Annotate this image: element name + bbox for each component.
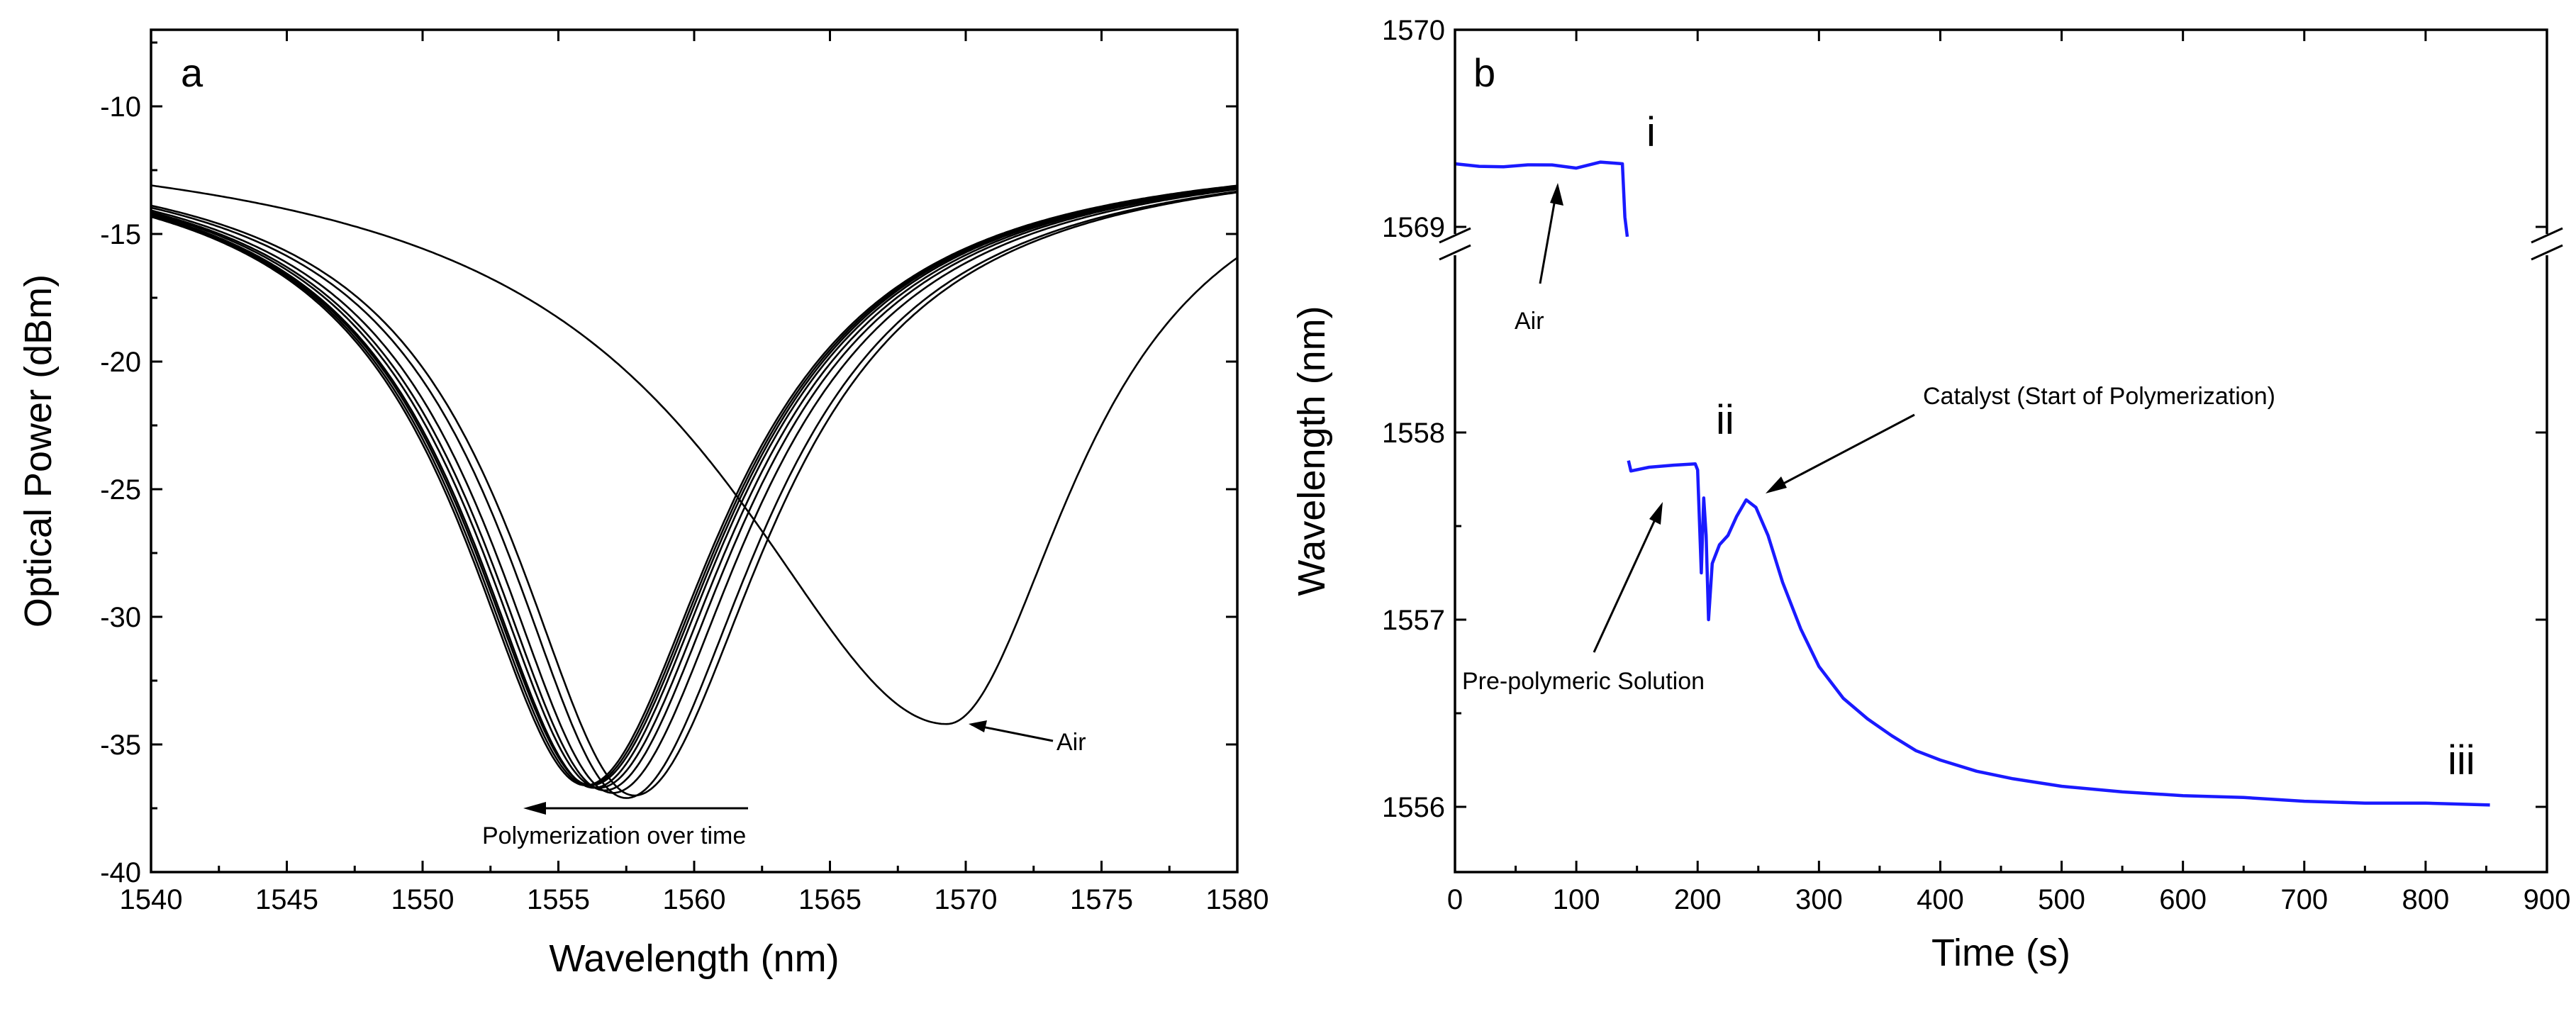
panel-a-x-ticks: 1540 1545 1550 1555 1560 1565 1570 1575 1580 xyxy=(120,30,1269,915)
panel-b-y-tick-label: 1570 xyxy=(1382,15,1445,46)
panel-b-wavelength-line xyxy=(1454,160,2490,807)
panel-b-stage-i: i xyxy=(1646,109,1656,155)
panel-b: 0 100 200 300 400 500 600 700 800 900 15561557155… xyxy=(1290,15,2570,974)
panel-a: 1540 1545 1550 1555 1560 1565 1570 1575 1580 -40… xyxy=(17,28,1269,980)
panel-b-x-tick-label: 0 xyxy=(1447,884,1463,915)
panel-a-x-tick-label: 1540 xyxy=(120,884,183,915)
panel-b-x-tick-label: 200 xyxy=(1674,884,1722,915)
panel-a-polymerization-annotation: Polymerization over time xyxy=(482,822,746,849)
panel-a-x-tick-label: 1550 xyxy=(391,884,455,915)
panel-b-x-tick-label: 300 xyxy=(1795,884,1843,915)
panel-a-y-tick-label: -15 xyxy=(100,219,141,250)
panel-a-series-t2 xyxy=(150,188,1238,794)
panel-a-y-tick-label: -35 xyxy=(100,730,141,761)
panel-a-x-tick-label: 1575 xyxy=(1070,884,1133,915)
panel-b-pre-polymeric-arrowhead xyxy=(1649,502,1663,525)
panel-a-polymerization-arrowhead xyxy=(523,802,546,815)
panel-a-x-tick-label: 1545 xyxy=(255,884,318,915)
panel-b-y-axis-label: Wavelength (nm) xyxy=(1290,306,1333,596)
panel-b-x-tick-label: 500 xyxy=(2038,884,2085,915)
panel-a-series-air xyxy=(150,184,1238,725)
panel-b-x-ticks: 0 100 200 300 400 500 600 700 800 900 xyxy=(1447,30,2571,915)
panel-b-left-break-slash-2 xyxy=(1439,244,1471,261)
panel-a-y-tick-label: -40 xyxy=(100,857,141,888)
panel-b-y-tick-label: 1556 xyxy=(1382,792,1445,823)
panel-a-x-tick-label: 1565 xyxy=(798,884,862,915)
panel-b-air-arrow-line xyxy=(1539,191,1558,284)
panel-a-y-tick-label: -20 xyxy=(100,347,141,378)
panel-b-x-tick-label: 600 xyxy=(2159,884,2207,915)
panel-a-y-axis-label: Optical Power (dBm) xyxy=(17,274,60,627)
panel-b-stage-ii: ii xyxy=(1716,397,1734,443)
panel-b-x-tick-label: 800 xyxy=(2402,884,2450,915)
panel-b-x-axis-label: Time (s) xyxy=(1931,932,2070,974)
panel-b-left-break-slash-1 xyxy=(1439,227,1471,244)
panel-b-stage-iii: iii xyxy=(2448,737,2475,783)
panel-b-y-tick-label: 1569 xyxy=(1382,212,1445,243)
panel-b-label: b xyxy=(1473,50,1495,95)
panel-a-label: a xyxy=(181,50,203,95)
panel-a-series-t1 xyxy=(150,190,1238,799)
panel-a-x-tick-label: 1555 xyxy=(527,884,590,915)
panel-a-x-tick-label: 1580 xyxy=(1206,884,1269,915)
panel-b-right-break-slash-1 xyxy=(2531,227,2563,244)
panel-b-air-arrowhead xyxy=(1550,183,1563,206)
panel-b-catalyst-annotation: Catalyst (Start of Polymerization) xyxy=(1923,383,2275,410)
panel-a-series-t4 xyxy=(150,186,1238,789)
panel-b-y-tick-label: 1558 xyxy=(1382,418,1445,449)
panel-a-series-t7 xyxy=(150,184,1238,786)
panel-b-catalyst-arrow-line xyxy=(1772,413,1915,491)
panel-a-air-annotation: Air xyxy=(1056,729,1086,756)
panel-b-x-tick-label: 900 xyxy=(2524,884,2571,915)
panel-b-x-tick-label: 400 xyxy=(1917,884,1964,915)
panel-a-air-arrowhead xyxy=(969,720,987,732)
panel-a-series xyxy=(150,184,1238,799)
panel-a-y-tick-label: -25 xyxy=(100,474,141,506)
panel-b-pre-polymeric-annotation: Pre-polymeric Solution xyxy=(1462,668,1705,695)
panel-a-series-t6 xyxy=(150,185,1238,786)
panel-a-x-tick-label: 1560 xyxy=(663,884,726,915)
panel-b-right-break-slash-2 xyxy=(2531,244,2563,261)
panel-a-series-t8 xyxy=(150,184,1238,786)
panel-a-series-t5 xyxy=(150,186,1238,789)
panel-a-series-pre-polymeric xyxy=(150,191,1238,797)
panel-b-catalyst-arrowhead xyxy=(1766,476,1787,493)
panel-a-y-tick-label: -10 xyxy=(100,91,141,123)
panel-b-air-annotation: Air xyxy=(1515,308,1544,335)
panel-b-y-ticks: 1556 1557 1558 1569 1570 xyxy=(1382,15,2547,823)
panel-a-y-tick-label: -30 xyxy=(100,602,141,633)
panel-a-y-ticks: -40 -35 -30 -25 -20 -15 -10 xyxy=(100,41,1237,888)
panel-a-x-tick-label: 1570 xyxy=(935,884,998,915)
panel-b-pre-polymeric-arrow-line xyxy=(1593,510,1661,653)
panel-b-x-tick-label: 700 xyxy=(2280,884,2328,915)
panel-a-x-axis-label: Wavelength (nm) xyxy=(549,937,839,980)
panel-a-series-t3 xyxy=(150,187,1238,792)
panel-b-frame xyxy=(1454,28,2548,873)
panel-b-x-tick-label: 100 xyxy=(1553,884,1600,915)
panel-b-y-tick-label: 1557 xyxy=(1382,605,1445,636)
